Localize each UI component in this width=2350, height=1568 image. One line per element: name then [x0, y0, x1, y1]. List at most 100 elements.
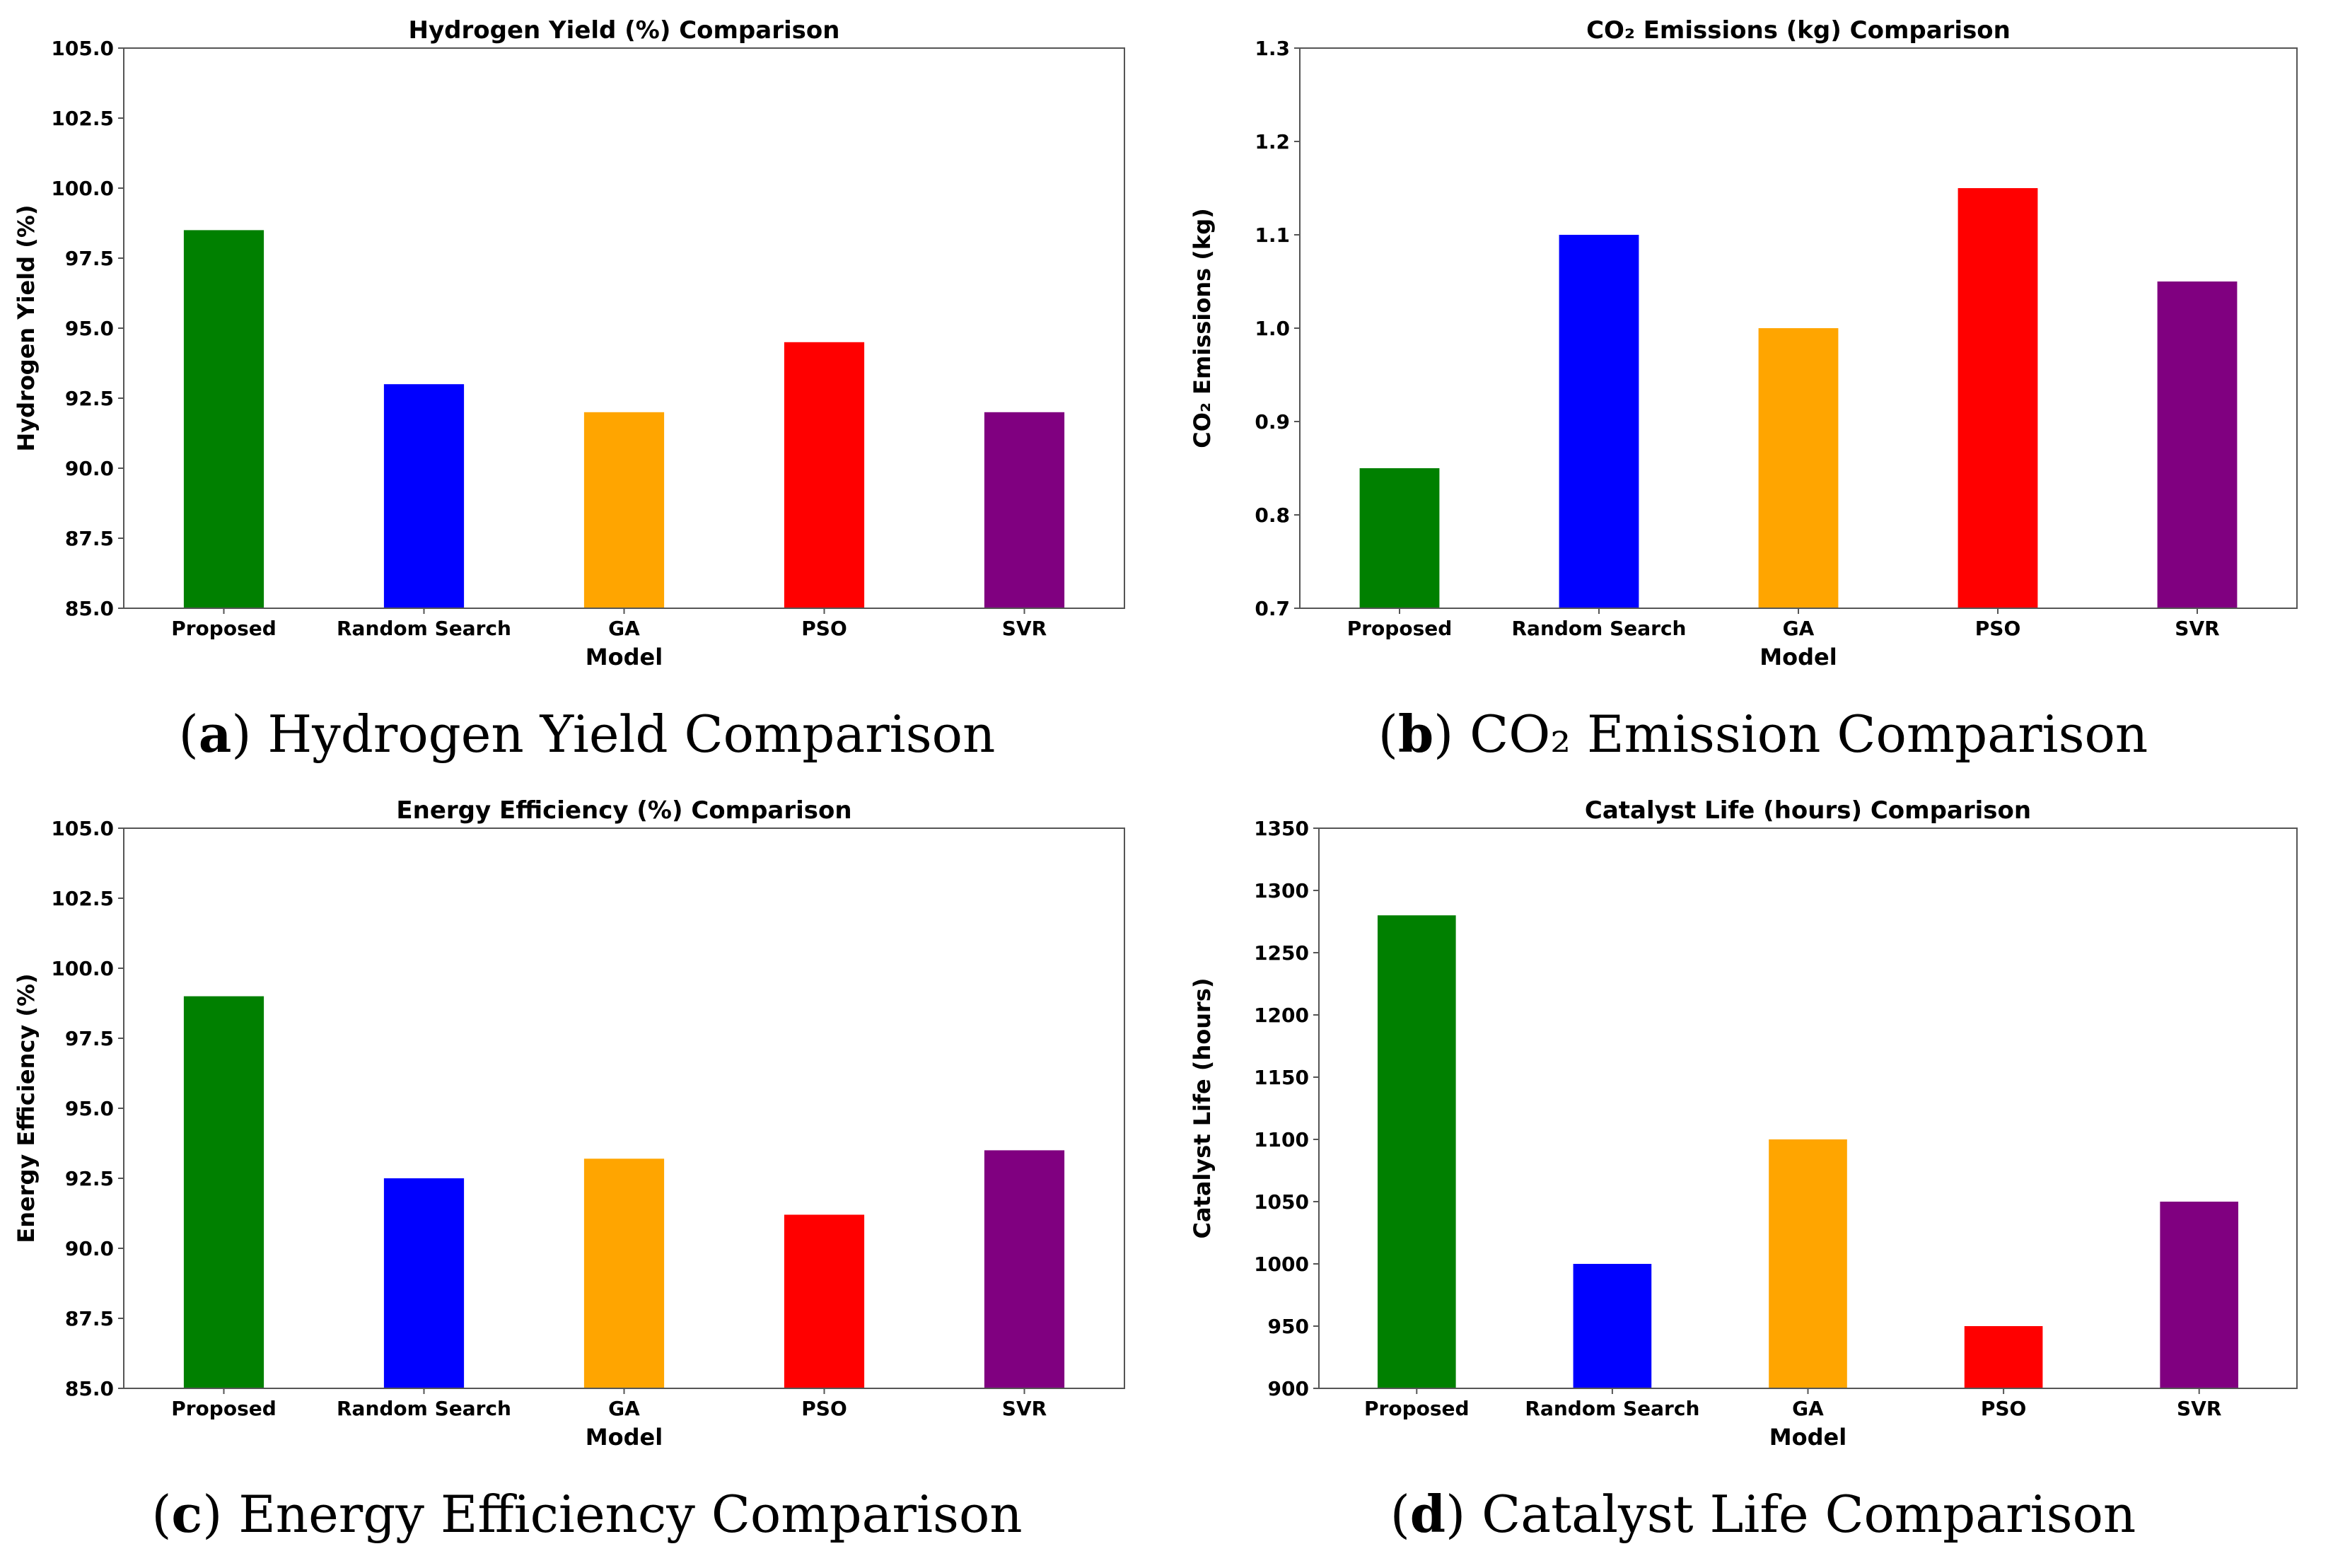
chart-c: Energy Efficiency (%) Comparison 85.0 87.5… — [13, 796, 1125, 1451]
caption-c-text: Energy Efficiency Comparison — [238, 1485, 1023, 1544]
caption-c: (c) Energy Efficiency Comparison — [151, 1484, 1023, 1544]
caption-a: (a) Hydrogen Yield Comparison — [178, 704, 996, 764]
chart-3-ytick-label: 1150 — [1254, 1066, 1309, 1089]
chart-0-xtick-label: GA — [608, 617, 640, 640]
chart-2-ytick-label: 102.5 — [51, 887, 114, 910]
chart-0-ytick-label: 87.5 — [65, 527, 114, 550]
chart-0-bar-ga — [583, 412, 665, 608]
chart-0-xtick-label: PSO — [801, 617, 847, 640]
chart-1-bar-random-search — [1559, 235, 1639, 608]
chart-0-ylabel: Hydrogen Yield (%) — [13, 204, 40, 451]
chart-0-bar-random-search — [383, 384, 465, 608]
chart-2-ytick-label: 95.0 — [65, 1097, 114, 1120]
chart-2-bar-pso — [784, 1214, 865, 1388]
chart-2-bar-random-search — [383, 1178, 465, 1388]
chart-1-bar-proposed — [1359, 468, 1440, 608]
chart-2-ytick-label: 85.0 — [65, 1377, 114, 1400]
chart-0-xlabel: Model — [586, 644, 663, 670]
chart-0-bar-svr — [984, 412, 1065, 608]
chart-0-ytick-label: 102.5 — [51, 107, 114, 130]
chart-3-ytick-label: 1200 — [1254, 1004, 1309, 1027]
chart-2-title: Energy Efficiency (%) Comparison — [396, 796, 851, 825]
chart-3-title: Catalyst Life (hours) Comparison — [1585, 796, 2031, 825]
chart-3-xtick-label: Random Search — [1525, 1397, 1699, 1420]
chart-2-xlabel: Model — [586, 1424, 663, 1451]
caption-a-text: Hydrogen Yield Comparison — [267, 704, 996, 764]
chart-2-ytick-label: 100.0 — [51, 957, 114, 980]
chart-1-ytick-label: 1.0 — [1255, 317, 1290, 340]
chart-3-bar-pso — [1964, 1326, 2043, 1388]
chart-2-bar-svr — [984, 1150, 1065, 1388]
chart-0-ytick-label: 92.5 — [65, 387, 114, 410]
chart-2-xtick-label: Proposed — [171, 1397, 277, 1420]
chart-1-ytick-label: 0.7 — [1255, 597, 1290, 620]
chart-3-ylabel: Catalyst Life (hours) — [1189, 977, 1216, 1238]
chart-0-ytick-label: 100.0 — [51, 177, 114, 200]
chart-1-ytick-label: 1.3 — [1255, 37, 1290, 60]
chart-1-xtick-label: SVR — [2175, 617, 2219, 640]
chart-2-xtick-label: GA — [608, 1397, 640, 1420]
chart-3-xtick-label: PSO — [1981, 1397, 2027, 1420]
chart-0-xtick-label: Random Search — [337, 617, 511, 640]
chart-1-xtick-label: Proposed — [1347, 617, 1453, 640]
chart-0-ytick-label: 95.0 — [65, 317, 114, 340]
chart-2-xtick-label: Random Search — [337, 1397, 511, 1420]
chart-3-xlabel: Model — [1769, 1424, 1846, 1451]
chart-3-ytick-label: 1300 — [1254, 879, 1309, 902]
chart-2-xtick-label: PSO — [801, 1397, 847, 1420]
chart-3-bar-svr — [2160, 1202, 2239, 1388]
chart-panel-b: CO₂ Emissions (kg) Comparison 0.7 0.8 0.9 1.… — [1176, 0, 2350, 707]
chart-a: Hydrogen Yield (%) Comparison 85.0 87.5 90.… — [13, 16, 1125, 670]
chart-3-ytick-label: 1250 — [1254, 941, 1309, 965]
chart-1-ylabel: CO₂ Emissions (kg) — [1189, 208, 1216, 448]
chart-2-bar-proposed — [183, 996, 264, 1388]
chart-panel-d: Catalyst Life (hours) Comparison 900 950 10… — [1176, 780, 2350, 1487]
chart-3-xtick-label: GA — [1792, 1397, 1824, 1420]
chart-b: CO₂ Emissions (kg) Comparison 0.7 0.8 0.9 1.… — [1189, 16, 2298, 670]
chart-2-ytick-label: 97.5 — [65, 1027, 114, 1050]
chart-1-ytick-label: 1.1 — [1255, 223, 1290, 247]
chart-1-xtick-label: PSO — [1975, 617, 2021, 640]
chart-0-title: Hydrogen Yield (%) Comparison — [409, 16, 840, 45]
chart-3-ytick-label: 1100 — [1254, 1128, 1309, 1151]
chart-1-title: CO₂ Emissions (kg) Comparison — [1586, 16, 2011, 45]
chart-1-bar-ga — [1758, 328, 1839, 608]
chart-1-xtick-label: GA — [1783, 617, 1815, 640]
chart-1-ytick-label: 0.8 — [1255, 504, 1290, 527]
caption-d-text: Catalyst Life Comparison — [1482, 1485, 2136, 1544]
chart-2-bar-ga — [583, 1158, 665, 1388]
chart-0-bar-proposed — [183, 230, 264, 608]
chart-3-ytick-label: 1050 — [1254, 1190, 1309, 1214]
chart-2-ytick-label: 105.0 — [51, 817, 114, 840]
chart-1-ytick-label: 0.9 — [1255, 410, 1290, 434]
caption-b-letter: b — [1397, 704, 1434, 764]
chart-0-ytick-label: 90.0 — [65, 457, 114, 480]
caption-d: (d) Catalyst Life Comparison — [1390, 1484, 2136, 1544]
chart-0-xtick-label: Proposed — [171, 617, 277, 640]
chart-3-ytick-label: 950 — [1268, 1315, 1309, 1338]
chart-3-xtick-label: SVR — [2177, 1397, 2221, 1420]
chart-2-ylabel: Energy Efficiency (%) — [13, 973, 40, 1243]
chart-0-xtick-label: SVR — [1002, 617, 1047, 640]
chart-1-ytick-label: 1.2 — [1255, 130, 1290, 153]
chart-3-ytick-label: 900 — [1268, 1377, 1309, 1400]
chart-1-xlabel: Model — [1759, 644, 1837, 670]
chart-0-ytick-label: 85.0 — [65, 597, 114, 620]
chart-2-ytick-label: 87.5 — [65, 1307, 114, 1330]
caption-d-letter: d — [1409, 1484, 1446, 1544]
chart-3-bar-ga — [1769, 1139, 1847, 1388]
chart-3-bar-proposed — [1377, 915, 1456, 1388]
chart-panel-a: Hydrogen Yield (%) Comparison 85.0 87.5 90.… — [0, 0, 1174, 707]
chart-0-ytick-label: 97.5 — [65, 247, 114, 270]
chart-2-xtick-label: SVR — [1002, 1397, 1047, 1420]
chart-2-ytick-label: 92.5 — [65, 1167, 114, 1190]
chart-3-xtick-label: Proposed — [1364, 1397, 1470, 1420]
caption-b: (b) CO₂ Emission Comparison — [1378, 704, 2148, 764]
caption-a-letter: a — [198, 704, 232, 764]
chart-panel-c: Energy Efficiency (%) Comparison 85.0 87.5… — [0, 780, 1174, 1487]
chart-0-bar-pso — [784, 342, 865, 608]
caption-b-text: CO₂ Emission Comparison — [1470, 704, 2148, 764]
chart-0-ytick-label: 105.0 — [51, 37, 114, 60]
chart-1-xtick-label: Random Search — [1512, 617, 1687, 640]
chart-3-bar-random-search — [1573, 1264, 1652, 1388]
